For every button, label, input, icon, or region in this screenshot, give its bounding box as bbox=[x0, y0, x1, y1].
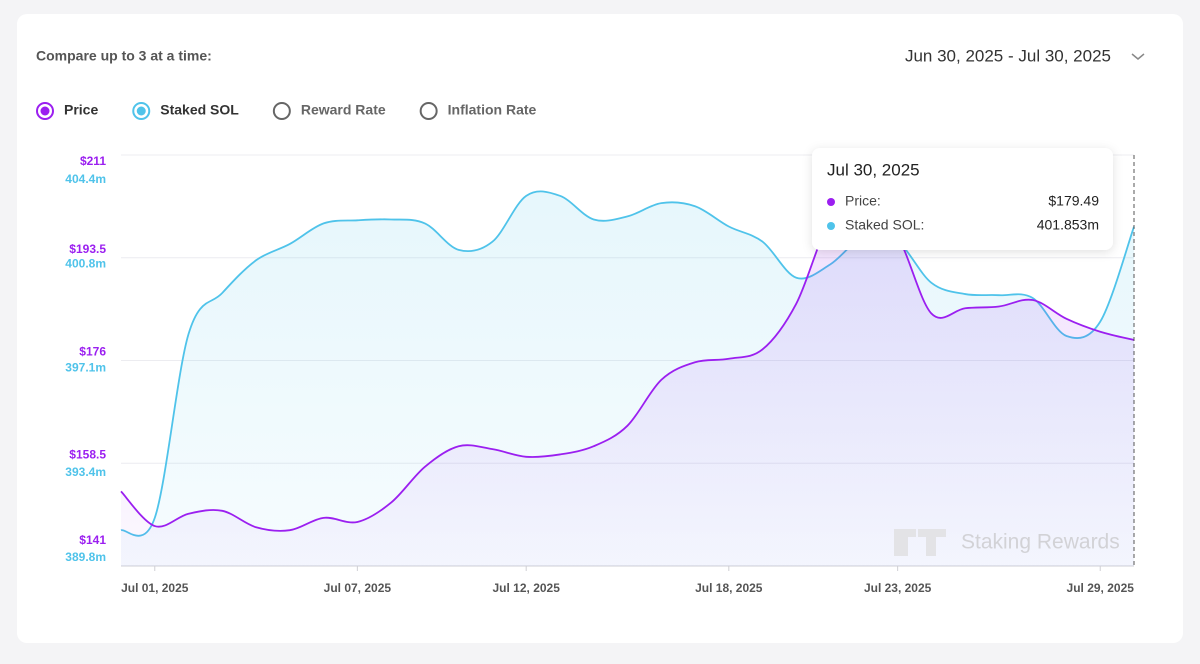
watermark-text: Staking Rewards bbox=[961, 531, 1120, 554]
option-toggle[interactable] bbox=[272, 102, 291, 120]
y-tick-label: $176 bbox=[79, 345, 106, 359]
series-line bbox=[120, 204, 1135, 532]
y2-tick-label: 404.4m bbox=[65, 172, 106, 186]
legend-dot bbox=[40, 106, 50, 116]
y-tick-label: $141 bbox=[79, 533, 106, 547]
y-tick-label: $158.5 bbox=[69, 447, 106, 461]
x-tick-label: Jul 18, 2025 bbox=[695, 581, 763, 595]
y2-tick-label: 397.1m bbox=[65, 361, 106, 375]
y-tick-label: $211 bbox=[80, 154, 106, 168]
date-range[interactable]: Jun 30, 2025 - Jul 30, 2025 bbox=[905, 46, 1111, 65]
y2-tick-label: 393.4m bbox=[65, 465, 106, 479]
option-label: Inflation Rate bbox=[448, 102, 537, 118]
y2-tick-label: 389.8m bbox=[65, 550, 106, 564]
tooltip-name: Price: bbox=[845, 193, 881, 209]
y2-tick-label: 400.8m bbox=[65, 257, 106, 271]
compare-label: Compare up to 3 at a time: bbox=[36, 48, 212, 64]
tooltip-dot bbox=[827, 198, 835, 206]
x-tick-label: Jul 07, 2025 bbox=[324, 581, 392, 595]
x-tick-label: Jul 23, 2025 bbox=[864, 581, 932, 595]
series-line bbox=[120, 190, 1135, 537]
legend-toggle[interactable] bbox=[132, 102, 151, 120]
x-tick-label: Jul 29, 2025 bbox=[1067, 581, 1135, 595]
tooltip-name: Staked SOL: bbox=[845, 217, 924, 233]
tooltip-value: 401.853m bbox=[1037, 217, 1099, 233]
x-tick-label: Jul 01, 2025 bbox=[121, 581, 189, 595]
tooltip-dot bbox=[827, 222, 835, 230]
legend-label: Price bbox=[64, 102, 98, 118]
tooltip-value: $179.49 bbox=[1048, 193, 1099, 209]
tooltip-box bbox=[812, 148, 1113, 250]
x-tick-label: Jul 12, 2025 bbox=[493, 581, 561, 595]
y-tick-label: $193.5 bbox=[69, 242, 106, 256]
tooltip-title: Jul 30, 2025 bbox=[827, 160, 920, 179]
legend-label: Staked SOL bbox=[160, 102, 239, 118]
watermark: Staking Rewards bbox=[894, 529, 1120, 556]
legend-toggle[interactable] bbox=[36, 102, 54, 120]
option-label: Reward Rate bbox=[301, 102, 386, 118]
legend-dot bbox=[136, 106, 146, 116]
series-area bbox=[121, 205, 1134, 566]
dropdown-icon[interactable] bbox=[1131, 53, 1145, 60]
option-toggle[interactable] bbox=[419, 102, 438, 120]
